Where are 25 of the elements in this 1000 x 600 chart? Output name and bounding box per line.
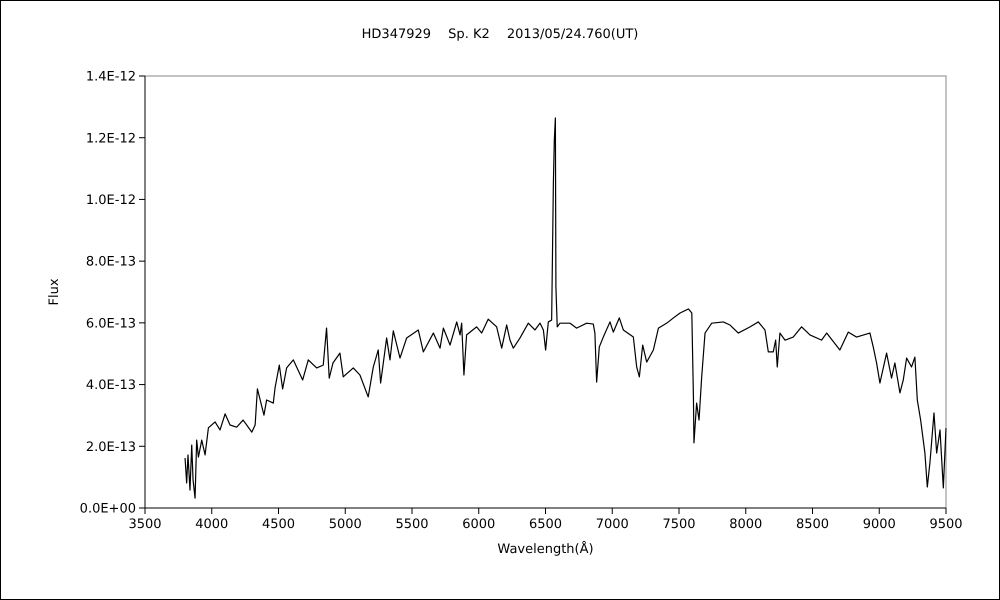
x-tick-label: 9500 <box>929 517 963 532</box>
line-series <box>184 117 947 499</box>
x-tick-label: 7000 <box>596 517 629 532</box>
x-tick-label: 7500 <box>662 517 696 532</box>
x-tick-label: 6500 <box>528 517 562 532</box>
x-tick-label: 9000 <box>862 517 896 532</box>
y-tick-label: 1.2E-12 <box>86 131 136 146</box>
y-tick-label: 0.0E+00 <box>80 502 136 517</box>
y-tick-label: 6.0E-13 <box>86 316 136 332</box>
x-tick-label: 6000 <box>462 517 496 532</box>
y-tick-label: 2.0E-13 <box>86 440 136 455</box>
x-tick-label: 5500 <box>395 517 429 532</box>
y-tick-label: 1.0E-12 <box>86 192 136 208</box>
x-tick-label: 8500 <box>796 517 830 532</box>
x-tick-label: 4000 <box>195 517 228 532</box>
x-axis-title: Wavelength(Å) <box>497 540 594 557</box>
y-tick-label: 8.0E-13 <box>86 254 136 270</box>
y-tick-label: 4.0E-13 <box>86 378 136 394</box>
y-tick-label: 1.4E-12 <box>86 70 136 85</box>
x-tick-label: 8000 <box>729 517 762 532</box>
x-tick-label: 3500 <box>128 517 162 532</box>
chart-title: HD347929 Sp. K2 2013/05/24.760(UT) <box>362 27 638 42</box>
x-tick-label: 4500 <box>262 517 296 532</box>
y-axis-title: Flux <box>47 278 62 306</box>
x-tick-label: 5000 <box>328 517 362 532</box>
